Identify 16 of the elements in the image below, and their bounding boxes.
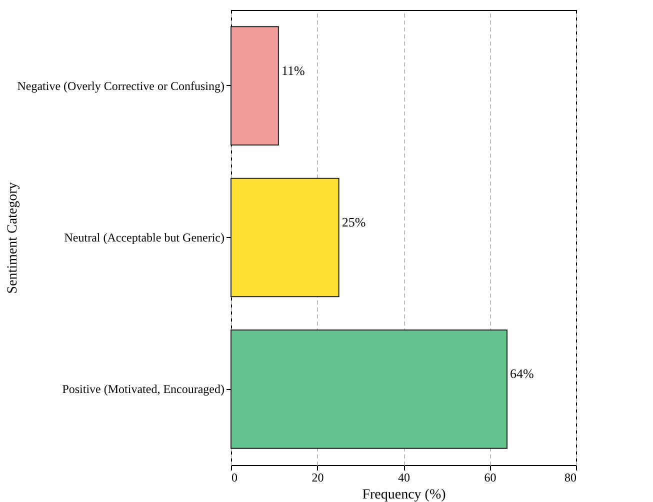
y-axis-title: Sentiment Category — [6, 182, 20, 294]
x-tick-label: 60 — [484, 470, 496, 484]
y-tick-label: Positive (Motivated, Encouraged) — [62, 382, 224, 396]
x-tick-label: 20 — [312, 470, 324, 484]
x-axis-title: Frequency (%) — [362, 488, 446, 502]
y-tick-label: Negative (Overly Corrective or Confusing) — [17, 78, 224, 93]
x-tick-label: 40 — [398, 470, 410, 484]
bar — [230, 330, 508, 449]
bar — [230, 178, 340, 298]
data-label: 11% — [281, 62, 305, 78]
y-tick-label: Neutral (Acceptable but Generic) — [64, 230, 224, 244]
data-label: 64% — [510, 366, 534, 382]
x-tick-label: 0 — [232, 470, 238, 484]
data-label: 25% — [342, 214, 366, 230]
bar — [230, 26, 279, 146]
x-tick-label: 80 — [564, 470, 576, 484]
